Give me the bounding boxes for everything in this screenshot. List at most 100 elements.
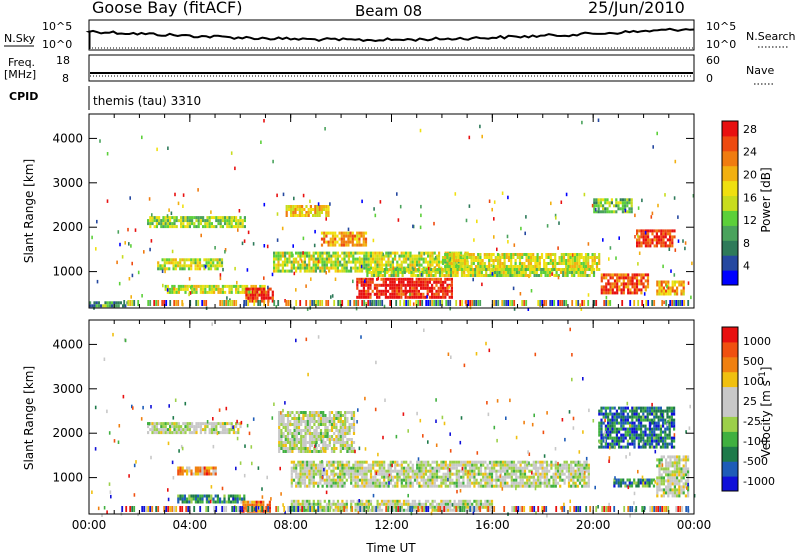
- heat-cell-7: [347, 269, 350, 273]
- heat-cell-4: [501, 466, 505, 470]
- heat-cell-4: [339, 466, 342, 470]
- heat-cell-9: [529, 253, 533, 256]
- heat-cell-0: [184, 431, 187, 435]
- heat-cell-0: [230, 422, 233, 426]
- heat-cell-13: [666, 232, 669, 236]
- heat-ground-cell: [229, 300, 232, 306]
- heat-cell-4: [376, 484, 379, 488]
- heat-cell-7: [341, 269, 344, 273]
- heat-cell-1: [186, 472, 189, 476]
- heat-cell-1: [173, 219, 176, 223]
- heat-cell-7: [314, 251, 317, 255]
- heat-speck: [224, 248, 227, 252]
- heat-cell-14: [669, 292, 672, 296]
- heat-cell-0: [224, 422, 227, 426]
- heat-cell-5: [285, 205, 288, 208]
- heat-cell-10: [390, 271, 393, 274]
- heat-cell-5: [333, 441, 336, 444]
- heat-cell-5: [324, 450, 327, 453]
- heat-cell-7: [308, 263, 311, 267]
- heat-cell-12: [597, 198, 600, 202]
- heat-cell-4: [301, 478, 304, 482]
- heat-speck: [372, 238, 375, 243]
- heat-cell-7: [345, 260, 348, 264]
- heat-cell-2: [192, 261, 195, 265]
- heat-cell-4: [358, 469, 362, 473]
- heat-cell-8: [439, 295, 442, 299]
- heat-cell-5: [307, 214, 310, 217]
- heat-cell-7: [466, 263, 469, 267]
- heat-cell-4: [468, 466, 472, 470]
- heat-cell-2: [179, 264, 182, 268]
- heat-cell-10: [482, 274, 486, 277]
- heat-cell-8: [426, 292, 429, 296]
- heat-cell-2: [212, 261, 215, 265]
- heat-cell-4: [405, 460, 408, 464]
- heat-ground-cell: [581, 300, 584, 306]
- heat-cell-8: [417, 277, 420, 281]
- heat-cell-7: [319, 257, 322, 261]
- heat-cell-4: [325, 463, 329, 467]
- heat-cell-0: [186, 428, 189, 432]
- heat-cell-6: [329, 240, 332, 244]
- heat-cell-4: [455, 463, 458, 467]
- heat-cell-4: [526, 463, 529, 467]
- heat-cell-7: [613, 430, 616, 434]
- heat-cell-4: [297, 463, 300, 467]
- heat-cell-4: [385, 469, 388, 473]
- heat-ground-cell: [175, 300, 178, 306]
- heat-cell-0: [106, 304, 109, 308]
- heat-cell-4: [587, 469, 590, 473]
- heat-cell-11: [631, 285, 634, 289]
- heat-cell-8: [404, 292, 407, 296]
- heat-cell-6: [292, 499, 296, 503]
- heat-cell-8: [426, 286, 429, 290]
- heat-cell-3: [186, 287, 189, 291]
- heat-ground-cell: [357, 300, 360, 306]
- heat-cell-13: [644, 244, 647, 248]
- heat-cell-5: [306, 414, 309, 417]
- heat-cell-4: [383, 481, 386, 485]
- heat-cell-2: [177, 494, 180, 498]
- heat-cell-6: [411, 502, 414, 506]
- heat-cell-4: [572, 460, 575, 464]
- heat-cell-4: [330, 478, 333, 482]
- heat-cell-8: [420, 295, 423, 299]
- heat-cell-13: [666, 244, 669, 248]
- heat-cell-7: [308, 260, 311, 264]
- heat-speck: [127, 227, 129, 232]
- heat-cell-10: [366, 274, 369, 277]
- heat-cell-7: [613, 424, 616, 428]
- heat-cell-5: [348, 411, 351, 414]
- heat-cell-13: [640, 235, 643, 239]
- heat-cell-3: [182, 287, 185, 291]
- heat-cell-4: [424, 469, 428, 473]
- heat-cell-4: [306, 472, 309, 476]
- heat-cell-0: [213, 428, 216, 432]
- heat-cell-4: [347, 463, 351, 467]
- heat-cell-9: [554, 262, 557, 265]
- heat-cell-3: [199, 287, 202, 291]
- heat-cell-4: [453, 484, 456, 488]
- heat-cell-6: [301, 502, 304, 506]
- heat-cell-4: [339, 469, 342, 473]
- heat-cell-4: [523, 472, 527, 476]
- heat-cell-6: [383, 502, 386, 506]
- heat-cell-10: [390, 268, 393, 271]
- heat-cell-9: [576, 265, 579, 268]
- heat-cell-2: [168, 261, 171, 265]
- heat-cell-0: [210, 422, 213, 426]
- heat-cell-10: [434, 271, 437, 274]
- heat-cell-5: [339, 429, 342, 432]
- heat-cell-6: [342, 240, 346, 244]
- heat-cell-9: [523, 262, 526, 265]
- heat-ground-cell: [461, 300, 464, 306]
- heat-cell-14: [680, 289, 683, 293]
- heat-cell-7: [444, 260, 447, 264]
- heat-cell-3: [202, 284, 205, 288]
- heat-cell-5: [346, 429, 349, 432]
- heat-cell-13: [644, 238, 647, 242]
- heat-cell-9: [525, 256, 528, 259]
- heat-cell-7: [312, 266, 315, 270]
- heat-cell-2: [216, 264, 219, 268]
